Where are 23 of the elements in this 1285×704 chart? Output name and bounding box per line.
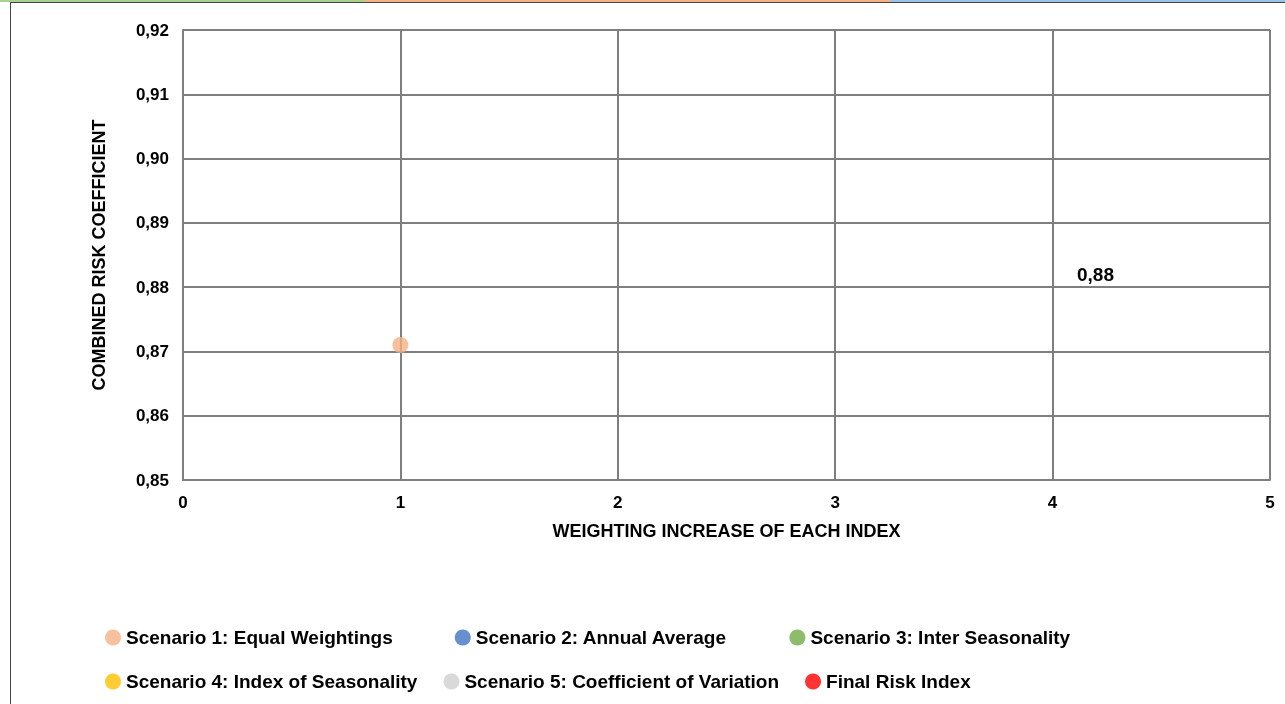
x-tick-label: 2 <box>613 493 623 512</box>
legend-label: Scenario 2: Annual Average <box>475 627 726 648</box>
y-tick-label: 0,88 <box>135 277 169 297</box>
x-tick-label: 4 <box>1047 493 1058 512</box>
y-tick-label: 0,90 <box>135 149 169 169</box>
annotation: 0,88 <box>1077 264 1114 285</box>
x-axis-title: WEIGHTING INCREASE OF EACH INDEX <box>552 521 901 541</box>
x-tick-label: 1 <box>395 493 406 512</box>
legend-label: Final Risk Index <box>826 671 972 692</box>
legend-label: Scenario 3: Inter Seasonality <box>810 627 1071 648</box>
x-tick-label: 5 <box>1265 493 1275 512</box>
y-tick-label: 0,91 <box>135 84 169 104</box>
y-tick-label: 0,92 <box>135 20 169 40</box>
y-axis-title: COMBINED RISK COEFFICIENT <box>89 119 109 391</box>
y-tick-label: 0,86 <box>135 406 169 426</box>
legend-label: Scenario 1: Equal Weightings <box>126 627 393 648</box>
x-tick-label: 3 <box>830 493 840 512</box>
legend-label: Scenario 5: Coefficient of Variation <box>464 671 780 692</box>
y-tick-label: 0,89 <box>135 213 169 233</box>
y-tick-label: 0,85 <box>135 470 169 490</box>
x-tick-label: 0 <box>178 493 188 512</box>
y-tick-label: 0,87 <box>135 341 169 361</box>
legend-label: Scenario 4: Index of Seasonality <box>126 671 418 692</box>
